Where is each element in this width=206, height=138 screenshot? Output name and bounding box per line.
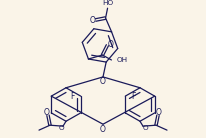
Text: O: O bbox=[100, 125, 106, 134]
Text: O: O bbox=[90, 15, 96, 25]
Text: O: O bbox=[156, 108, 162, 117]
Text: HO: HO bbox=[102, 0, 113, 6]
Text: OH: OH bbox=[116, 57, 128, 63]
Text: O: O bbox=[108, 40, 113, 49]
Text: F: F bbox=[70, 92, 75, 101]
Text: O: O bbox=[142, 125, 148, 131]
Text: O: O bbox=[58, 125, 64, 131]
Text: F: F bbox=[131, 92, 136, 101]
Text: O: O bbox=[44, 108, 50, 117]
Text: O: O bbox=[100, 77, 106, 86]
